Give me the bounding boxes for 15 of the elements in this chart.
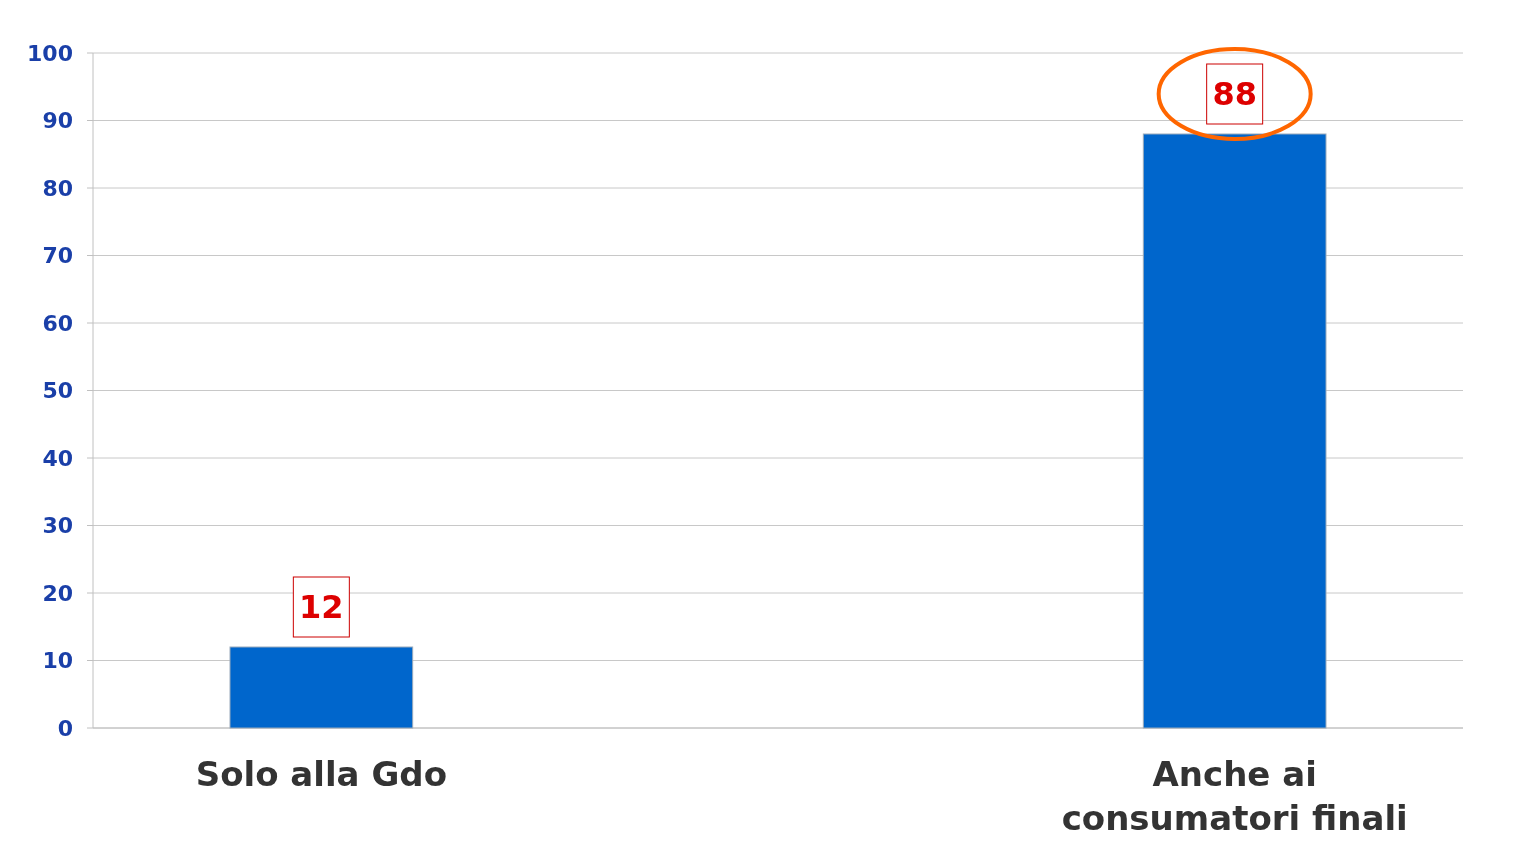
y-tick-label: 50	[42, 378, 73, 404]
y-tick-label: 80	[42, 175, 73, 201]
x-tick-label: Solo alla Gdo	[195, 754, 448, 794]
y-tick-label: 30	[42, 513, 73, 539]
data-label: 12	[299, 588, 344, 626]
x-tick-label: Anche ai consumatori finali	[1061, 754, 1408, 838]
y-tick-label: 20	[42, 580, 73, 606]
data-label: 88	[1212, 75, 1257, 113]
y-tick-label: 70	[42, 243, 73, 269]
y-tick-label: 100	[27, 40, 73, 66]
y-tick-label: 40	[42, 445, 73, 471]
y-tick-label: 10	[42, 648, 73, 674]
y-tick-label: 90	[42, 108, 73, 134]
y-tick-label: 60	[42, 310, 73, 336]
y-tick-label: 0	[57, 715, 73, 741]
